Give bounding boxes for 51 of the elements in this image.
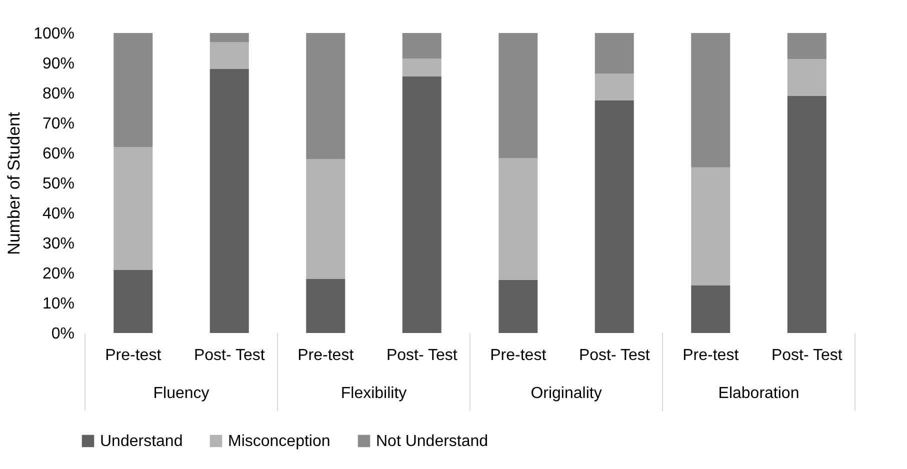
text: Fluency	[153, 385, 210, 402]
y-tick-label: 30%	[42, 236, 74, 252]
bar	[210, 33, 249, 42]
text: Originality	[530, 385, 602, 402]
x-tick-label: Post- Test	[386, 347, 458, 364]
bar	[594, 74, 634, 100]
x-tick-label: Post- Test	[578, 347, 650, 364]
y-tick-label: 60%	[42, 146, 74, 162]
legend-label: Misconception	[228, 433, 330, 450]
y-tick-label: 40%	[42, 206, 74, 222]
x-tick-label: Pre-test	[490, 347, 547, 364]
y-tick-label: 50%	[42, 176, 74, 192]
bar	[402, 33, 442, 58]
y-tick-label: 70%	[42, 116, 74, 132]
x-tick-label: Post- Test	[771, 347, 843, 364]
bar	[210, 69, 249, 333]
bar	[594, 33, 634, 74]
bar	[691, 33, 730, 168]
bar	[402, 76, 442, 333]
bar	[787, 59, 826, 96]
y-tick-label: 80%	[42, 86, 74, 102]
y-axis-title: Number of Student	[4, 112, 24, 255]
bar	[114, 33, 153, 147]
legend-label: Understand	[100, 433, 183, 450]
bar	[787, 96, 826, 333]
x-tick-label: Pre-test	[298, 347, 354, 364]
bar	[594, 100, 634, 333]
bar	[498, 280, 538, 333]
bar	[306, 159, 346, 279]
y-tick-label: 90%	[42, 56, 74, 72]
y-tick-label: 10%	[42, 296, 74, 312]
text: Flexibility	[340, 385, 407, 402]
x-tick-label: Pre-test	[682, 347, 740, 364]
bar	[210, 42, 249, 69]
text: Elaboration	[718, 385, 800, 402]
bar	[306, 33, 346, 159]
bar	[306, 279, 346, 333]
y-tick-label: 20%	[42, 266, 74, 282]
legend-label: Not Understand	[376, 433, 488, 450]
x-tick-label: Pre-test	[105, 347, 162, 364]
y-tick-label: 100%	[34, 26, 74, 42]
bar	[498, 33, 538, 158]
bar	[498, 158, 538, 280]
bar	[787, 33, 826, 60]
bar	[114, 147, 153, 270]
x-tick-label: Post- Test	[194, 347, 266, 364]
y-tick-label: 0%	[51, 326, 74, 342]
bar	[402, 58, 442, 76]
bar	[691, 285, 730, 333]
bar	[114, 270, 153, 333]
bar	[691, 167, 730, 286]
